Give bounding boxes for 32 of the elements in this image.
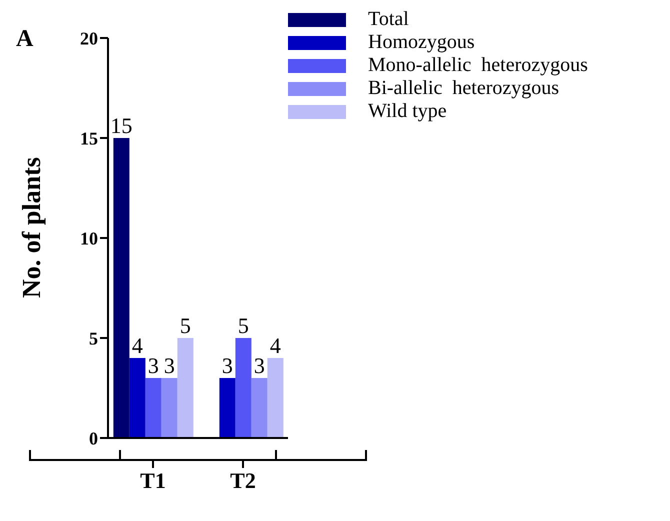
- x-tick-label: T2: [230, 468, 256, 493]
- y-tick-label: 0: [89, 428, 98, 448]
- data-label: 3: [254, 353, 265, 378]
- bar: [177, 338, 194, 438]
- bar: [267, 358, 284, 438]
- legend-label: Mono-allelic heterozygous: [368, 54, 588, 77]
- bar: [129, 358, 146, 438]
- y-axis-title: No. of plants: [17, 157, 46, 298]
- y-tick-label: 5: [89, 328, 98, 348]
- data-label: 4: [132, 333, 143, 358]
- bar: [235, 338, 252, 438]
- legend-label: Homozygous: [368, 31, 475, 54]
- y-tick-label: 15: [80, 128, 98, 148]
- legend-label: Wild type: [368, 100, 447, 123]
- y-tick-label: 20: [80, 28, 98, 48]
- data-label: 5: [180, 313, 191, 338]
- data-label: 15: [110, 113, 132, 138]
- bar: [161, 378, 178, 438]
- bar: [145, 378, 162, 438]
- data-label: 3: [164, 353, 175, 378]
- data-label: 4: [270, 333, 281, 358]
- data-label: 3: [148, 353, 159, 378]
- data-label: 3: [222, 353, 233, 378]
- y-tick-label: 10: [80, 228, 98, 248]
- legend-label: Bi-allelic heterozygous: [368, 77, 560, 100]
- bar: [219, 378, 236, 438]
- bar: [251, 378, 268, 438]
- data-label: 5: [238, 313, 249, 338]
- legend-label: Total: [368, 8, 409, 31]
- bar: [113, 138, 130, 438]
- text: A: [16, 26, 34, 53]
- x-tick-label: T1: [140, 468, 166, 493]
